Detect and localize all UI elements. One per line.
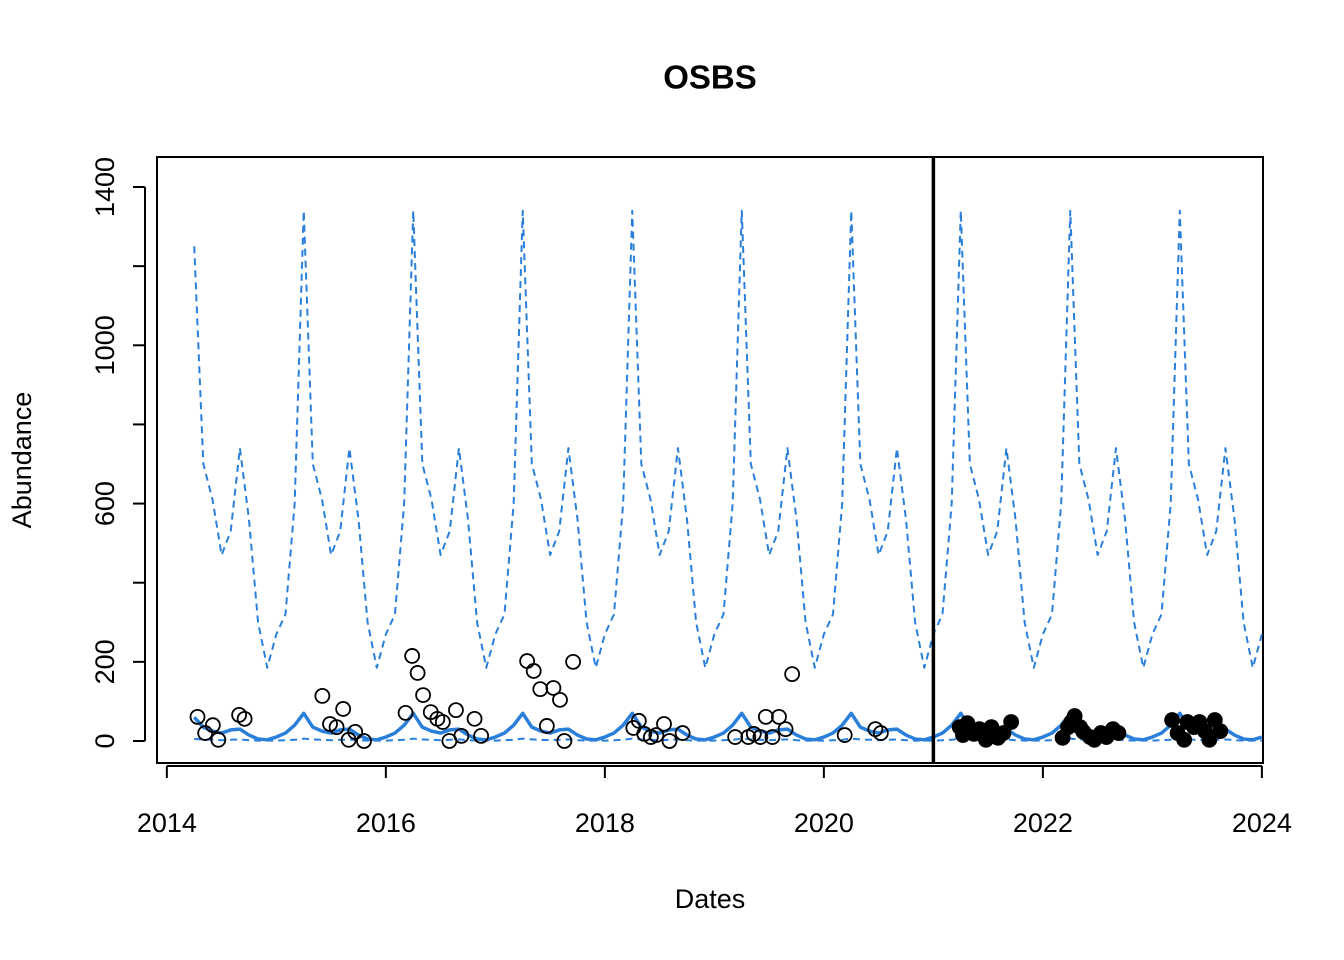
open-point bbox=[466, 710, 483, 727]
y-tick-label: 200 bbox=[90, 639, 120, 684]
open-point bbox=[347, 723, 364, 740]
open-point bbox=[656, 716, 672, 732]
open-point bbox=[552, 691, 568, 708]
open-point bbox=[648, 727, 665, 743]
open-point bbox=[565, 653, 582, 670]
open-point bbox=[453, 727, 470, 744]
open-point bbox=[409, 665, 426, 681]
x-tick-label: 2020 bbox=[794, 808, 854, 838]
dashed-line bbox=[193, 209, 1263, 669]
open-point bbox=[538, 718, 555, 734]
y-tick-label: 1400 bbox=[90, 157, 120, 217]
open-point bbox=[189, 708, 206, 725]
open-point bbox=[630, 712, 647, 729]
open-point bbox=[532, 681, 549, 698]
open-point bbox=[519, 653, 536, 669]
open-point bbox=[836, 727, 853, 743]
open-point bbox=[674, 725, 691, 741]
open-point bbox=[757, 708, 774, 725]
open-point bbox=[356, 733, 372, 749]
open-point bbox=[752, 729, 769, 745]
x-tick-label: 2024 bbox=[1232, 808, 1292, 838]
x-tick-label: 2016 bbox=[356, 808, 416, 838]
filled-point bbox=[1176, 731, 1193, 748]
open-point bbox=[727, 729, 744, 745]
open-point bbox=[328, 719, 345, 736]
open-point bbox=[784, 666, 801, 683]
open-point bbox=[661, 733, 678, 749]
open-point bbox=[473, 727, 490, 744]
y-tick-label: 600 bbox=[90, 481, 120, 526]
x-axis-label: Dates bbox=[675, 884, 746, 914]
x-tick-label: 2014 bbox=[137, 808, 197, 838]
filled-point bbox=[1201, 731, 1218, 748]
open-point bbox=[236, 710, 253, 727]
open-point bbox=[335, 701, 352, 717]
y-tick-label: 1000 bbox=[90, 315, 120, 375]
chart-title: OSBS bbox=[663, 59, 757, 96]
open-point bbox=[404, 648, 421, 664]
filled-point bbox=[1212, 723, 1229, 740]
open-point bbox=[764, 729, 781, 745]
open-point bbox=[771, 708, 787, 725]
open-point bbox=[210, 731, 227, 748]
open-point bbox=[415, 687, 431, 703]
open-point bbox=[434, 714, 451, 730]
filled-point bbox=[995, 725, 1012, 741]
plot-frame bbox=[156, 156, 1264, 764]
open-point bbox=[872, 725, 889, 741]
filled-point bbox=[1110, 725, 1127, 741]
y-axis-label: Abundance bbox=[7, 392, 37, 529]
y-tick-label: 0 bbox=[90, 733, 120, 748]
filled-point bbox=[1164, 712, 1181, 728]
open-point bbox=[545, 680, 562, 696]
filled-point bbox=[1003, 714, 1020, 730]
open-point bbox=[525, 663, 542, 679]
open-point bbox=[556, 733, 573, 749]
open-point bbox=[777, 721, 794, 738]
x-tick-label: 2022 bbox=[1013, 808, 1073, 838]
open-point bbox=[314, 687, 331, 704]
open-point bbox=[397, 705, 414, 721]
x-tick-label: 2018 bbox=[575, 808, 635, 838]
open-point bbox=[204, 717, 221, 734]
open-point bbox=[448, 702, 464, 719]
